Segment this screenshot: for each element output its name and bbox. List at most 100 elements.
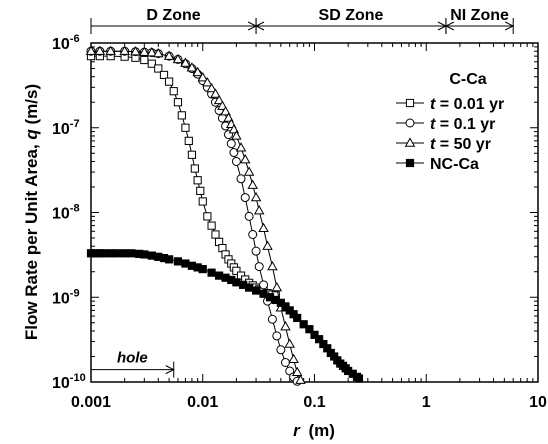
y-tick-exponent: -6: [70, 33, 80, 45]
x-tick-label: 0.001: [71, 394, 111, 411]
data-point-triangle: [271, 281, 283, 292]
data-point-filled-square: [207, 268, 216, 277]
data-point-triangle: [258, 222, 269, 233]
data-point-filled-square: [315, 335, 324, 344]
data-point-circle: [231, 156, 241, 166]
data-point-filled-square: [251, 286, 261, 295]
data-point-triangle: [202, 77, 213, 87]
legend-variable: t: [430, 96, 436, 113]
data-point-filled-square: [127, 249, 136, 258]
y-tick-base: 10: [52, 36, 70, 53]
data-point-triangle: [295, 374, 306, 384]
data-point-square: [140, 55, 149, 65]
data-point-circle: [236, 174, 246, 184]
legend-text: NC-Ca: [430, 156, 479, 173]
y-axis-unit: (m/s): [22, 84, 41, 129]
data-point-filled-square: [140, 250, 149, 259]
data-point-filled-square: [305, 325, 314, 334]
y-tick-base: 10: [52, 290, 70, 307]
data-point-circle: [280, 357, 290, 367]
data-point-triangle: [163, 50, 175, 60]
y-tick-base: 10: [52, 206, 70, 223]
data-point-triangle: [130, 46, 141, 56]
data-point-square: [169, 87, 178, 96]
legend-label: NC-Ca: [430, 156, 479, 173]
data-point-filled-square: [299, 320, 308, 329]
legend-text: = 0.01 yr: [435, 96, 504, 113]
y-tick-exponent: -8: [70, 203, 80, 215]
series-triangle-open: [85, 45, 306, 384]
data-point-filled-square: [112, 249, 121, 258]
data-point-circle: [244, 211, 254, 221]
data-point-square: [203, 212, 212, 221]
zone-arrow-right: [504, 21, 515, 31]
zone-label: SD Zone: [319, 7, 384, 24]
data-point-circle: [405, 118, 415, 128]
data-point-circle: [259, 280, 269, 290]
zone-arrow-left: [444, 21, 455, 31]
legend-variable: t: [430, 116, 436, 133]
y-tick-label: 10-9: [52, 287, 80, 307]
legend-text: = 50 yr: [435, 136, 491, 153]
data-point-circle: [267, 314, 277, 324]
data-point-square: [198, 197, 207, 206]
data-point-circle: [251, 246, 261, 256]
data-point-triangle: [192, 66, 203, 77]
data-point-square: [184, 136, 193, 145]
data-point-square: [154, 64, 163, 73]
legend-title: C-Ca: [449, 71, 486, 88]
data-point-square: [173, 98, 183, 107]
data-point-filled-square: [120, 249, 129, 258]
data-point-filled-square: [354, 374, 364, 383]
y-tick-label: 10-7: [52, 118, 80, 138]
hole-label: hole: [117, 350, 148, 367]
data-point-square: [159, 70, 169, 80]
data-point-triangle: [288, 353, 299, 364]
data-point-triangle: [253, 205, 265, 215]
y-tick-exponent: -9: [70, 287, 80, 299]
legend-label: t = 0.01 yr: [430, 96, 504, 113]
y-tick-label: 10-8: [52, 203, 80, 223]
data-point-filled-square: [245, 283, 254, 292]
y-axis-label: Flow Rate per Unit Area, q (m/s): [22, 84, 41, 340]
data-point-triangle: [206, 82, 217, 93]
data-point-triangle: [239, 154, 251, 164]
data-point-triangle: [153, 47, 164, 58]
data-point-square: [207, 221, 216, 230]
legend-text: = 0.1 yr: [435, 116, 495, 133]
x-tick-label: 10: [529, 394, 547, 411]
data-point-triangle: [223, 112, 234, 122]
data-point-triangle: [262, 240, 273, 250]
data-point-filled-square: [198, 264, 207, 274]
y-tick-base: 10: [52, 375, 70, 392]
data-point-square: [165, 77, 174, 86]
y-tick-exponent: -7: [70, 118, 80, 130]
data-point-triangle: [291, 366, 303, 377]
data-point-triangle: [94, 45, 106, 55]
data-point-triangle: [243, 166, 255, 176]
data-point-square: [190, 164, 199, 173]
data-point-square: [232, 266, 241, 275]
x-tick-label: 1: [422, 394, 431, 411]
x-tick-label: 0.01: [187, 394, 218, 411]
data-point-circle: [276, 345, 286, 355]
y-tick-label: 10-10: [52, 372, 86, 392]
x-axis-label: r (m): [293, 421, 335, 440]
data-point-triangle: [85, 45, 97, 55]
data-point-filled-square: [99, 249, 108, 258]
y-axis-variable: q: [22, 129, 41, 140]
data-point-circle: [226, 139, 236, 149]
x-axis-variable: r: [293, 421, 301, 440]
data-point-circle: [254, 262, 264, 272]
x-axis-unit: (m): [308, 421, 334, 440]
data-point-square: [187, 150, 197, 159]
x-tick-label: 0.1: [303, 394, 325, 411]
y-tick-label: 10-6: [52, 33, 80, 53]
series-square-filled: [86, 249, 364, 383]
legend-variable: t: [430, 136, 436, 153]
data-point-triangle: [210, 88, 221, 98]
data-point-triangle: [247, 179, 258, 189]
